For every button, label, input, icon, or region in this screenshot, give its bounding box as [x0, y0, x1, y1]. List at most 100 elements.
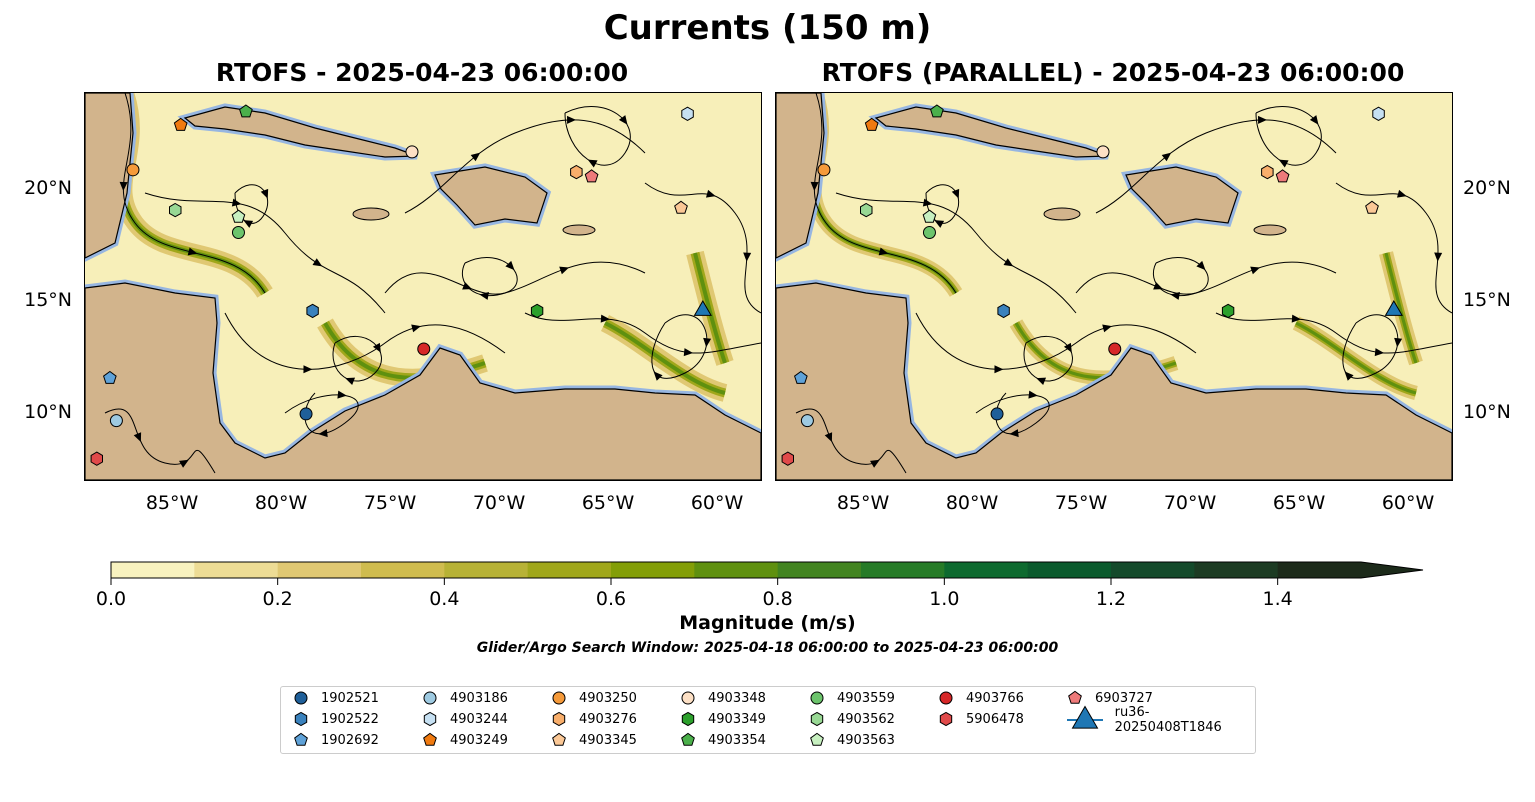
- streamline: [1215, 312, 1452, 354]
- legend-marker-pentagon: [681, 732, 695, 746]
- coastline: [434, 166, 548, 226]
- streamline-arrow: [303, 365, 313, 374]
- colorbar-tick-label: 0.0: [95, 588, 127, 610]
- legend-entry: 4903244: [422, 711, 508, 727]
- lon-tick-label: 75°W: [363, 492, 417, 514]
- coastline: [874, 106, 1109, 158]
- marker-1902692: [794, 370, 808, 384]
- streamline: [332, 336, 382, 382]
- streamline-arrow: [372, 342, 381, 353]
- streamline-arrow: [337, 390, 347, 399]
- figure-title: Currents (150 m): [603, 8, 932, 48]
- legend-label: 4903354: [708, 732, 766, 748]
- fast-current-band: [604, 321, 726, 395]
- streamline-arrow: [1102, 324, 1112, 333]
- streamline: [104, 408, 216, 474]
- marker-ru36-20250408T1846: [693, 299, 712, 316]
- legend-label: 4903348: [708, 690, 766, 706]
- marker-1902692: [103, 370, 117, 384]
- legend-label: 5906478: [966, 711, 1024, 727]
- marker-4903354: [930, 104, 944, 118]
- map-canvas: [776, 93, 1452, 480]
- marker-4903766: [417, 342, 431, 356]
- marker-4903250: [126, 163, 140, 177]
- colorbar-bin: [1027, 562, 1112, 578]
- streamline-arrow: [119, 181, 128, 192]
- colorbar: [110, 561, 1424, 585]
- marker-4903345: [674, 200, 688, 214]
- legend-label: 4903186: [450, 690, 508, 706]
- streamline-arrow: [824, 432, 833, 443]
- colorbar-bin: [777, 562, 862, 578]
- streamline-arrow: [1028, 390, 1038, 399]
- search-window-text: Glider/Argo Search Window: 2025-04-18 06…: [476, 640, 1059, 656]
- lon-tick-label: 80°W: [254, 492, 308, 514]
- lon-tick-label: 85°W: [836, 492, 890, 514]
- streamline-arrow: [312, 258, 323, 267]
- marker-4903562: [169, 202, 182, 218]
- streamline-arrow: [1374, 348, 1385, 357]
- lat-tick-label: 10°N: [1463, 400, 1511, 423]
- lat-tick-label: 15°N: [1463, 288, 1511, 311]
- streamline-arrow: [994, 365, 1004, 374]
- coastline: [85, 93, 134, 259]
- streamline-arrow: [1258, 115, 1268, 124]
- map-panel-rtofs-parallel: [775, 92, 1453, 481]
- streamline: [835, 192, 1077, 314]
- legend-marker-pentagon: [294, 732, 308, 746]
- colorbar-bin: [694, 562, 779, 578]
- colorbar-bin: [111, 562, 195, 578]
- streamline-arrow: [587, 159, 598, 168]
- legend-entry: ru36-20250408T1846: [1067, 705, 1255, 735]
- marker-4903186: [109, 414, 123, 428]
- streamline-arrow: [1161, 152, 1172, 162]
- legend-entry: 4903348: [680, 690, 766, 706]
- colorbar-bin: [1277, 562, 1362, 578]
- lon-tick-label: 60°W: [1381, 492, 1435, 514]
- streamline-arrow: [345, 377, 356, 386]
- legend-label: 4903244: [450, 711, 508, 727]
- streamline-arrow: [133, 432, 142, 443]
- lat-tick-label: 15°N: [24, 288, 72, 311]
- colorbar-tick-label: 0.6: [595, 588, 627, 610]
- coastline: [183, 106, 418, 158]
- streamline-arrow: [1009, 429, 1019, 438]
- marker-4903276: [1261, 164, 1274, 180]
- streamline: [813, 93, 957, 294]
- legend-label: 4903276: [579, 711, 637, 727]
- legend-entry: 4903249: [422, 732, 508, 748]
- lon-tick-label: 65°W: [1272, 492, 1326, 514]
- coastline: [1125, 166, 1239, 226]
- colorbar-bin: [444, 562, 529, 578]
- marker-4903349: [530, 303, 544, 319]
- marker-1902522: [997, 303, 1010, 319]
- colorbar-tick-label: 1.4: [1262, 588, 1293, 610]
- fast-current-band: [1295, 321, 1417, 395]
- colorbar-bin: [361, 562, 445, 578]
- colorbar-tick-label: 0.2: [262, 588, 293, 610]
- streamline: [144, 192, 386, 314]
- streamline-arrow: [705, 189, 716, 198]
- legend-entry: 4903766: [938, 690, 1024, 706]
- marker-4903563: [922, 209, 937, 223]
- streamline-arrow: [1344, 371, 1354, 381]
- marker-4903249: [173, 117, 188, 131]
- marker-5906478: [90, 451, 103, 466]
- marker-6903727: [584, 169, 599, 183]
- marker-4903186: [800, 414, 814, 428]
- lon-tick-label: 60°W: [690, 492, 744, 514]
- marker-4903559: [231, 226, 245, 240]
- legend-label: 4903349: [708, 711, 766, 727]
- streamline-arrow: [479, 292, 489, 300]
- streamline: [564, 106, 631, 166]
- legend-marker-hexagon: [939, 711, 953, 727]
- streamline: [122, 93, 266, 294]
- colorbar-extend-arrow: [1361, 562, 1423, 578]
- island: [562, 224, 596, 236]
- streamline-arrow: [600, 314, 610, 323]
- streamline: [1342, 314, 1399, 379]
- legend-marker-hexagon: [552, 711, 566, 727]
- map-canvas: [85, 93, 761, 480]
- marker-1902521: [299, 407, 313, 421]
- marker-4903563: [231, 209, 246, 223]
